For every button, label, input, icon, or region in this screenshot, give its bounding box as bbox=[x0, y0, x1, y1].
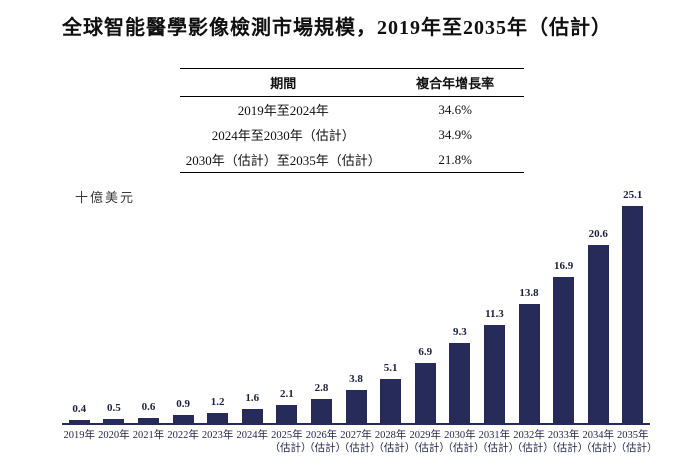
x-axis-label: 2024年 bbox=[236, 430, 269, 441]
period-cell: 2019年至2024年 bbox=[237, 103, 329, 118]
bar-slot: 20.6 bbox=[581, 228, 616, 423]
bar-slot: 16.9 bbox=[546, 260, 581, 423]
cagr-table-header-row: 期間 複合年增長率 bbox=[180, 69, 524, 97]
bar-value-label: 0.5 bbox=[107, 401, 121, 414]
table-header-cagr: 複合年增長率 bbox=[416, 76, 495, 91]
bar-slot: 3.8 bbox=[339, 373, 374, 423]
bar-slot: 0.4 bbox=[62, 402, 97, 423]
bar-value-label: 0.4 bbox=[72, 402, 87, 415]
bar-value-label: 0.9 bbox=[176, 398, 190, 411]
x-axis-label: 2029年 （估計） bbox=[407, 430, 450, 454]
x-axis-label: 2035年 （估計） bbox=[615, 430, 658, 454]
cagr-cell: 34.9% bbox=[438, 126, 472, 142]
bar-slot: 6.9 bbox=[408, 346, 443, 423]
bar-slot: 1.2 bbox=[200, 396, 235, 423]
bar-slot: 0.6 bbox=[131, 401, 166, 423]
x-axis-label: 2030年 （估計） bbox=[442, 430, 485, 454]
bar bbox=[587, 244, 609, 423]
x-axis-label: 2021年 bbox=[132, 430, 165, 441]
bar-value-label: 20.6 bbox=[588, 227, 608, 240]
plot-area: 0.4 0.5 0.6 0.9 1.2 1.6 2.1 2.8 3.8 5.1 6.9 9.3 11.3… bbox=[62, 180, 650, 425]
bar bbox=[518, 303, 540, 423]
bar-value-label: 6.9 bbox=[418, 346, 433, 359]
bar-value-label: 25.1 bbox=[623, 188, 643, 201]
bar bbox=[103, 418, 125, 423]
cagr-cell: 21.8% bbox=[438, 151, 472, 167]
x-axis-label: 2025年 （估計） bbox=[269, 430, 312, 454]
x-axis-label: 2020年 bbox=[98, 430, 130, 441]
period-cell: 2024年至2030年（估計） bbox=[211, 128, 355, 143]
cagr-table: 期間 複合年增長率 2019年至2024年 34.6% 2024年至2030年（… bbox=[180, 68, 524, 173]
bar-value-label: 3.8 bbox=[349, 373, 363, 386]
bar-slot: 1.6 bbox=[235, 392, 270, 423]
x-axis-label: 2026年 （估計） bbox=[304, 430, 347, 454]
x-axis-label: 2033年 （估計） bbox=[546, 430, 589, 454]
bar-slot: 0.5 bbox=[97, 402, 132, 423]
bar-slot: 13.8 bbox=[512, 287, 547, 423]
x-axis-labels: 2019年 2020年 2021年 2022年 2023年 2024年 2025年 （估計） 2… bbox=[62, 429, 658, 455]
bar-slot: 11.3 bbox=[477, 308, 512, 423]
bar bbox=[310, 398, 332, 423]
bar-value-label: 13.8 bbox=[519, 286, 539, 299]
bar-value-label: 1.6 bbox=[245, 392, 260, 405]
bar bbox=[172, 415, 194, 423]
bar bbox=[414, 363, 436, 423]
bar bbox=[241, 409, 263, 423]
bar-slot: 2.8 bbox=[304, 382, 339, 423]
x-axis-label: 2028年 （估計） bbox=[373, 430, 416, 454]
bar-slot: 0.9 bbox=[166, 398, 201, 423]
x-axis-label: 2019年 bbox=[63, 430, 96, 441]
cagr-cell: 34.6% bbox=[438, 101, 472, 117]
x-axis-label: 2032年 （估計） bbox=[511, 430, 554, 454]
bar bbox=[483, 325, 505, 423]
bar bbox=[345, 390, 367, 423]
bar bbox=[449, 342, 471, 423]
x-axis-label: 2031年 （估計） bbox=[477, 430, 520, 454]
bar-slot: 25.1 bbox=[616, 189, 651, 423]
bar-value-label: 2.8 bbox=[314, 381, 329, 394]
table-row: 2030年（估計）至2035年（估計） 21.8% bbox=[180, 147, 524, 172]
bar bbox=[622, 205, 644, 423]
bar-slot: 5.1 bbox=[373, 362, 408, 423]
bar bbox=[380, 378, 402, 423]
bar bbox=[276, 404, 298, 423]
bar-value-label: 5.1 bbox=[383, 361, 398, 374]
bar bbox=[207, 412, 229, 423]
bar-slot: 9.3 bbox=[443, 326, 478, 423]
x-axis-label: 2023年 bbox=[201, 430, 234, 441]
bar bbox=[68, 419, 90, 423]
period-cell: 2030年（估計）至2035年（估計） bbox=[185, 153, 381, 168]
x-axis-label: 2034年 （估計） bbox=[580, 430, 623, 454]
bar-value-label: 2.1 bbox=[279, 387, 294, 400]
bar-value-label: 16.9 bbox=[553, 259, 574, 272]
bar bbox=[137, 417, 159, 423]
page-title: 全球智能醫學影像檢測市場規模，2019年至2035年（估計） bbox=[62, 17, 612, 39]
y-axis-unit-label: 十億美元 bbox=[75, 190, 136, 205]
bar-slot: 2.1 bbox=[270, 388, 305, 423]
bar-value-label: 11.3 bbox=[485, 308, 504, 321]
bar-value-label: 9.3 bbox=[452, 325, 467, 338]
x-axis-label: 2022年 bbox=[167, 430, 199, 441]
table-row: 2019年至2024年 34.6% bbox=[180, 97, 524, 122]
bar-chart: 0.4 0.5 0.6 0.9 1.2 1.6 2.1 2.8 3.8 5.1 6.9 9.3 11.3… bbox=[62, 180, 658, 455]
bar-value-label: 0.6 bbox=[141, 400, 156, 413]
table-header-period: 期間 bbox=[270, 76, 297, 91]
table-row: 2024年至2030年（估計） 34.9% bbox=[180, 122, 524, 147]
bar bbox=[553, 276, 575, 423]
x-axis-label: 2027年 （估計） bbox=[338, 430, 381, 454]
bar-value-label: 1.2 bbox=[210, 395, 225, 408]
